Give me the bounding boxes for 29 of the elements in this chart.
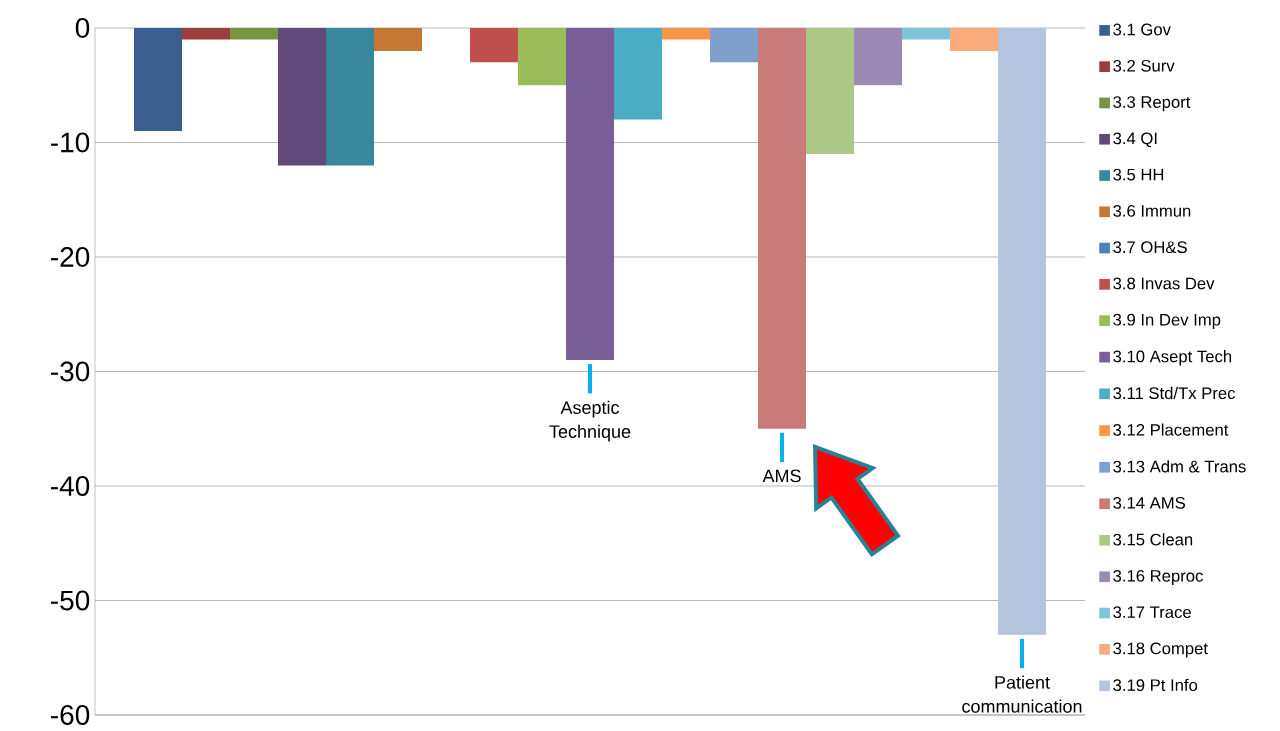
legend-label: 3.2 Surv (1113, 59, 1175, 72)
legend-label: 3.3 Report (1113, 96, 1191, 112)
y-tick-label: -60 (51, 705, 90, 725)
legend-label: 3.19 Pt Info (1113, 678, 1198, 692)
legend-label: 3.12 Placement (1113, 423, 1229, 436)
legend-label: 3.7 OH&S (1113, 241, 1187, 254)
y-tick-label: -40 (51, 476, 90, 496)
legend-label: 3.4 QI (1113, 132, 1157, 148)
legend-label: 3.11 Std/Tx Prec (1113, 386, 1236, 400)
annotation: AMS (762, 469, 801, 483)
y-tick-label: -50 (51, 590, 90, 611)
y-tick-label: -30 (51, 361, 90, 382)
annotation: Patient communication (962, 675, 1082, 713)
legend-label: 3.10 Asept Tech (1113, 350, 1232, 366)
legend-label: 3.5 HH (1113, 168, 1164, 181)
legend-label: 3.15 Clean (1113, 533, 1193, 546)
y-tick-label: -10 (51, 132, 90, 153)
legend-label: 3.18 Compet (1113, 642, 1208, 658)
legend-label: 3.14 AMS (1113, 496, 1186, 509)
y-tick-label: 0 (75, 18, 90, 38)
legend-label: 3.13 Adm & Trans (1113, 460, 1246, 473)
legend-label: 3.8 Invas Dev (1113, 277, 1215, 290)
legend-label: 3.17 Trace (1113, 606, 1191, 619)
legend-label: 3.9 In Dev Imp (1113, 313, 1221, 329)
y-tick-label: -20 (51, 247, 90, 267)
annotation: Aseptic Technique (549, 400, 631, 442)
legend-label: 3.1 Gov (1113, 23, 1171, 36)
legend-label: 3.16 Reproc (1113, 569, 1203, 586)
legend-label: 3.6 Immun (1113, 205, 1191, 217)
